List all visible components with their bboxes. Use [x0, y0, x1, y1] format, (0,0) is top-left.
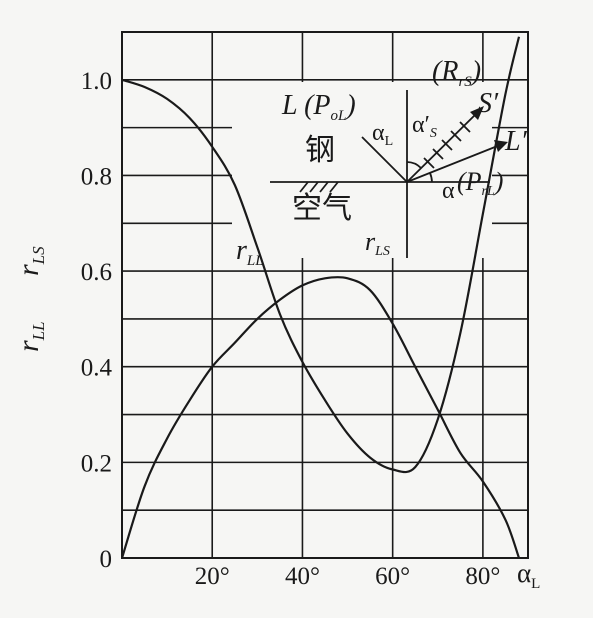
inset-label-alpha: α — [442, 178, 455, 204]
series-rls-curve — [120, 276, 521, 559]
y-tick-label: 1.0 — [81, 68, 112, 95]
reflected-l-ray — [406, 144, 501, 183]
inset-label-alpha-S: α′S — [412, 112, 437, 141]
x-tick-label: 60° — [375, 563, 410, 590]
x-axis-label: αL — [517, 558, 540, 592]
inset-diagram: (RrS) L (PoL) αL α′S S′ L′ α (PrL) 钢 空气 … — [232, 56, 528, 259]
y-tick-label: 0 — [100, 546, 113, 573]
x-tick-label: 20° — [195, 563, 230, 590]
y-axis-label-rll: rLL — [12, 321, 48, 352]
l-ray-arrowhead — [494, 140, 508, 152]
inset-label-S: S′ — [478, 88, 499, 119]
tick-labels: 0 0.2 0.4 0.6 0.8 1.0 20° 40° 60° 80° — [81, 68, 501, 590]
inset-background — [232, 82, 492, 258]
y-axis-label-rls: rLS — [12, 246, 48, 276]
inset-label-steel: 钢 — [305, 133, 335, 168]
y-tick-label: 0.2 — [81, 450, 112, 477]
s-ray-arrowhead — [470, 106, 484, 120]
inset-label-air: 空气 — [292, 191, 352, 226]
plot-frame — [121, 31, 529, 559]
series-rll-curve — [121, 36, 521, 474]
inset-label-alpha-L: αL — [372, 120, 393, 149]
incident-ray — [361, 136, 408, 183]
inset-label-rLS: rLS — [365, 227, 390, 259]
x-tick-label: 40° — [285, 563, 320, 590]
inset-label-Lp: L′ — [504, 126, 528, 157]
x-tick-label: 80° — [465, 563, 500, 590]
alpha-arc — [429, 172, 433, 183]
hatch-marks — [299, 181, 339, 193]
y-tick-label: 0.4 — [81, 355, 113, 382]
reflected-s-ray — [406, 111, 479, 183]
inset-label-P: (PrL) — [457, 167, 503, 199]
s-ray-hatches — [423, 121, 471, 169]
y-tick-label: 0.8 — [81, 163, 112, 190]
alpha-s-arc — [406, 161, 422, 169]
series-label-rll: rLL — [236, 235, 264, 269]
curves — [120, 36, 521, 559]
y-tick-label: 0.6 — [81, 259, 112, 286]
inset-label-L: L (PoL) — [281, 90, 356, 124]
inset-label-R: (RrS) — [432, 56, 481, 90]
